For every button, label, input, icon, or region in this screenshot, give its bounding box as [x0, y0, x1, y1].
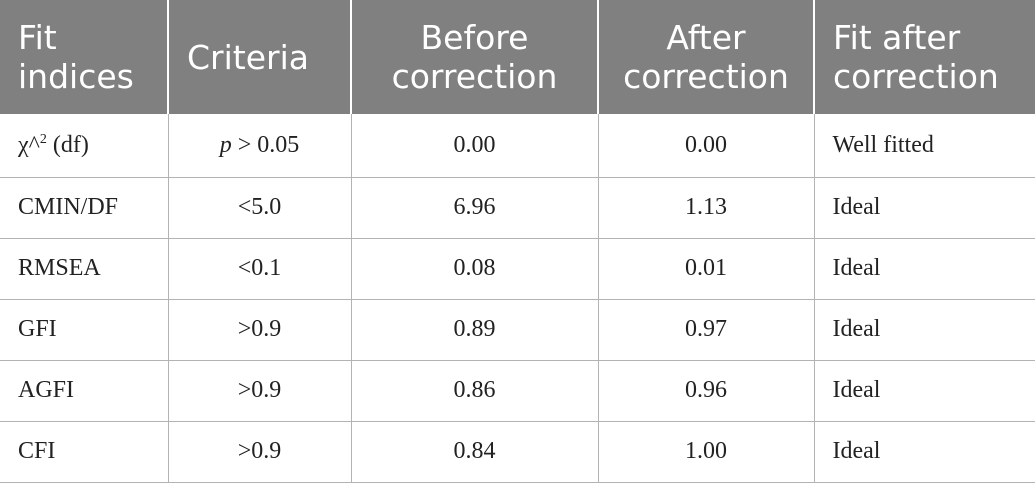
cell-fit-index: GFI [0, 299, 169, 361]
cell-criteria: >0.9 [168, 421, 352, 483]
cell-before-correction: 0.89 [351, 299, 599, 361]
cell-after-correction: 0.97 [598, 299, 815, 361]
table-body: χ^2 (df) p > 0.05 0.00 0.00 Well fitted … [0, 114, 1035, 483]
header-criteria: Criteria [168, 0, 352, 114]
table-row: RMSEA <0.1 0.08 0.01 Ideal [0, 238, 1035, 300]
table-header: Fit indices Criteria Before correction A… [0, 0, 1035, 114]
cell-fit-index: RMSEA [0, 238, 169, 300]
cell-criteria: >0.9 [168, 360, 352, 422]
cell-fit-index: CMIN/DF [0, 177, 169, 239]
table-row: CMIN/DF <5.0 6.96 1.13 Ideal [0, 177, 1035, 239]
fit-indices-table: Fit indices Criteria Before correction A… [0, 0, 1035, 483]
cell-fit-after-correction: Ideal [814, 299, 1035, 361]
cell-before-correction: 0.00 [351, 114, 599, 178]
table-row: AGFI >0.9 0.86 0.96 Ideal [0, 360, 1035, 422]
table-row: χ^2 (df) p > 0.05 0.00 0.00 Well fitted [0, 114, 1035, 178]
cell-before-correction: 0.08 [351, 238, 599, 300]
cell-after-correction: 0.01 [598, 238, 815, 300]
cell-criteria: >0.9 [168, 299, 352, 361]
cell-criteria: <0.1 [168, 238, 352, 300]
cell-before-correction: 0.84 [351, 421, 599, 483]
cell-fit-index: χ^2 (df) [0, 114, 169, 178]
cell-criteria: <5.0 [168, 177, 352, 239]
header-after-correction: After correction [598, 0, 815, 114]
header-before-correction: Before correction [351, 0, 599, 114]
cell-fit-index: CFI [0, 421, 169, 483]
table-row: GFI >0.9 0.89 0.97 Ideal [0, 299, 1035, 361]
cell-after-correction: 1.00 [598, 421, 815, 483]
cell-after-correction: 1.13 [598, 177, 815, 239]
cell-fit-index: AGFI [0, 360, 169, 422]
cell-fit-after-correction: Ideal [814, 177, 1035, 239]
table-row: CFI >0.9 0.84 1.00 Ideal [0, 421, 1035, 483]
header-fit-after-correction: Fit after correction [814, 0, 1035, 114]
cell-fit-after-correction: Ideal [814, 421, 1035, 483]
cell-fit-after-correction: Well fitted [814, 114, 1035, 178]
header-row: Fit indices Criteria Before correction A… [0, 0, 1035, 114]
cell-before-correction: 0.86 [351, 360, 599, 422]
cell-fit-after-correction: Ideal [814, 238, 1035, 300]
cell-fit-after-correction: Ideal [814, 360, 1035, 422]
cell-before-correction: 6.96 [351, 177, 599, 239]
cell-after-correction: 0.96 [598, 360, 815, 422]
cell-after-correction: 0.00 [598, 114, 815, 178]
cell-criteria: p > 0.05 [168, 114, 352, 178]
header-fit-indices: Fit indices [0, 0, 169, 114]
